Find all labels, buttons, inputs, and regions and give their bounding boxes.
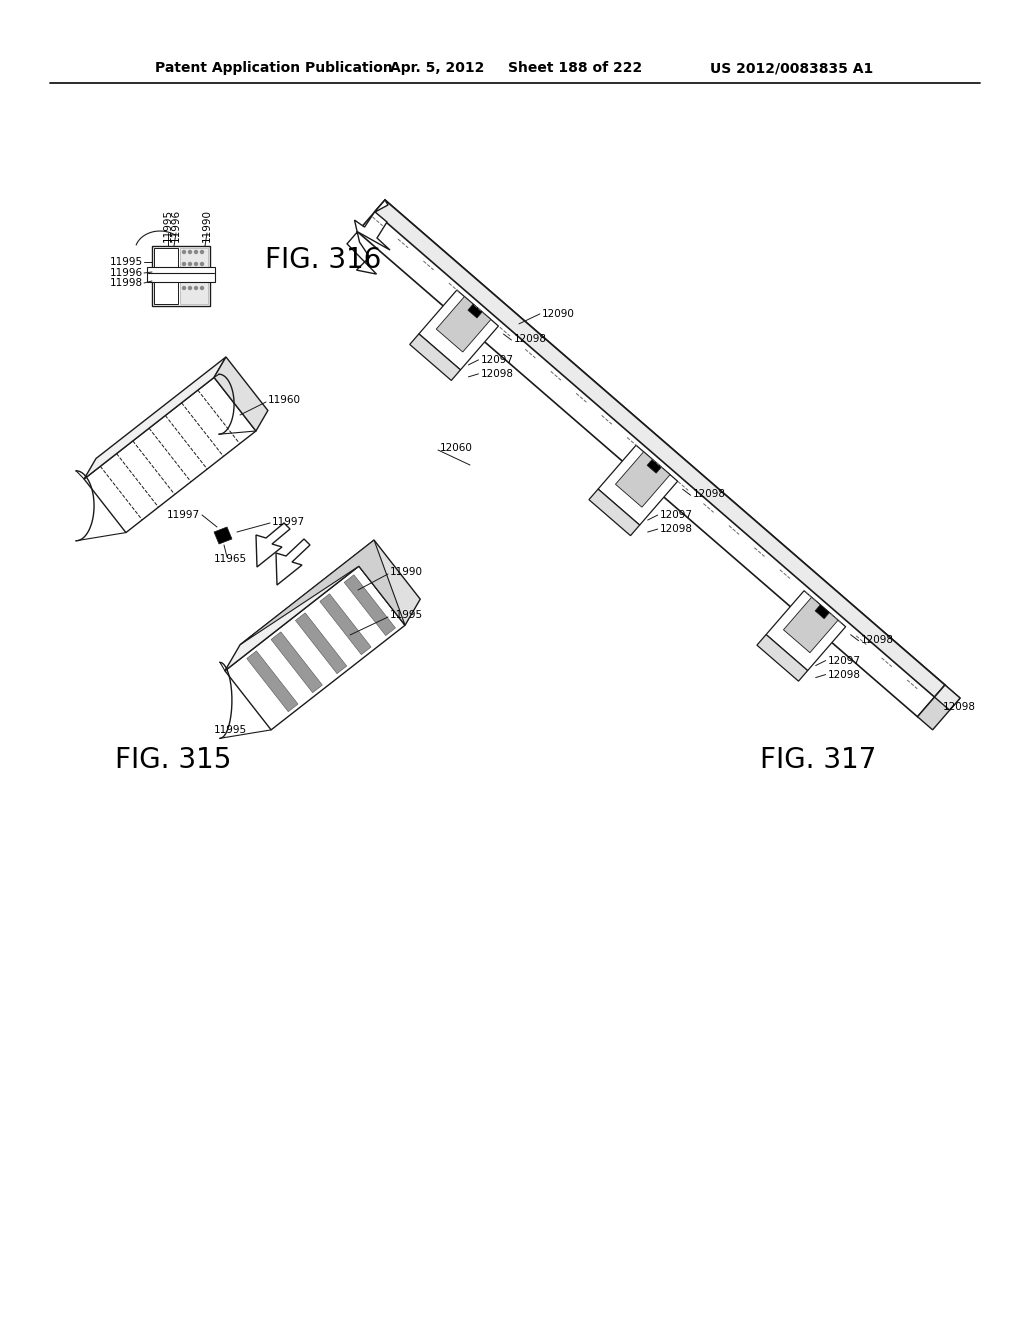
- Text: Apr. 5, 2012: Apr. 5, 2012: [390, 61, 484, 75]
- Circle shape: [201, 263, 204, 265]
- Circle shape: [182, 286, 185, 289]
- Polygon shape: [815, 605, 829, 619]
- Polygon shape: [757, 635, 808, 681]
- Polygon shape: [152, 246, 210, 306]
- Text: 12098: 12098: [659, 524, 692, 535]
- Text: 11996: 11996: [171, 209, 181, 242]
- Circle shape: [182, 275, 185, 277]
- Text: 12097: 12097: [480, 355, 513, 364]
- Text: 11990: 11990: [390, 568, 423, 577]
- Text: 11997: 11997: [272, 517, 305, 527]
- Polygon shape: [357, 201, 945, 717]
- Circle shape: [182, 251, 185, 253]
- Text: 11996: 11996: [110, 268, 143, 279]
- Text: 11995: 11995: [213, 725, 247, 735]
- Polygon shape: [214, 527, 232, 544]
- Polygon shape: [256, 523, 290, 568]
- Polygon shape: [358, 540, 420, 626]
- Text: 12098: 12098: [942, 702, 976, 711]
- Polygon shape: [783, 597, 838, 652]
- Polygon shape: [589, 490, 640, 536]
- Polygon shape: [375, 201, 945, 697]
- Text: 11995: 11995: [163, 209, 173, 242]
- Text: 12097: 12097: [659, 510, 692, 520]
- Polygon shape: [180, 248, 208, 304]
- Text: 11965: 11965: [213, 554, 247, 564]
- Polygon shape: [154, 248, 178, 304]
- Polygon shape: [296, 612, 347, 673]
- Text: 11990: 11990: [202, 210, 212, 243]
- Circle shape: [188, 275, 191, 277]
- Polygon shape: [225, 540, 374, 671]
- Circle shape: [195, 263, 198, 265]
- Circle shape: [188, 251, 191, 253]
- Text: 12098: 12098: [860, 635, 894, 644]
- Circle shape: [195, 275, 198, 277]
- Polygon shape: [319, 594, 371, 655]
- Polygon shape: [419, 290, 499, 370]
- Polygon shape: [766, 591, 846, 671]
- Circle shape: [195, 251, 198, 253]
- Polygon shape: [225, 566, 406, 730]
- Circle shape: [201, 286, 204, 289]
- Text: Sheet 188 of 222: Sheet 188 of 222: [508, 61, 642, 75]
- Polygon shape: [647, 459, 662, 473]
- Text: 11998: 11998: [110, 279, 143, 288]
- Text: 12098: 12098: [692, 490, 726, 499]
- Text: 12097: 12097: [827, 656, 860, 665]
- Text: 12060: 12060: [440, 444, 473, 453]
- Polygon shape: [935, 685, 961, 710]
- Polygon shape: [214, 356, 268, 432]
- Text: 11995: 11995: [110, 257, 143, 267]
- Polygon shape: [271, 632, 323, 693]
- Polygon shape: [410, 334, 461, 380]
- Polygon shape: [468, 304, 482, 318]
- Text: 11997: 11997: [167, 510, 200, 520]
- Text: 11995: 11995: [390, 610, 423, 620]
- Polygon shape: [615, 451, 670, 507]
- Polygon shape: [436, 297, 490, 352]
- Text: 12090: 12090: [542, 309, 574, 319]
- Text: 12098: 12098: [827, 669, 860, 680]
- Circle shape: [182, 263, 185, 265]
- Polygon shape: [598, 445, 678, 525]
- Circle shape: [188, 286, 191, 289]
- Text: 12098: 12098: [513, 334, 547, 345]
- Circle shape: [195, 286, 198, 289]
- Polygon shape: [147, 267, 215, 282]
- Text: Patent Application Publication: Patent Application Publication: [155, 61, 393, 75]
- Polygon shape: [918, 685, 961, 730]
- Text: 11960: 11960: [268, 395, 301, 405]
- Circle shape: [188, 263, 191, 265]
- Polygon shape: [240, 540, 406, 644]
- Text: 12098: 12098: [480, 368, 513, 379]
- Text: FIG. 316: FIG. 316: [265, 246, 381, 275]
- Polygon shape: [84, 378, 256, 532]
- Text: FIG. 315: FIG. 315: [115, 746, 231, 774]
- Circle shape: [201, 275, 204, 277]
- Circle shape: [201, 251, 204, 253]
- Polygon shape: [276, 539, 310, 585]
- Text: US 2012/0083835 A1: US 2012/0083835 A1: [710, 61, 873, 75]
- Polygon shape: [347, 201, 390, 275]
- Polygon shape: [247, 651, 298, 711]
- Polygon shape: [344, 574, 395, 636]
- Text: FIG. 317: FIG. 317: [760, 746, 877, 774]
- Polygon shape: [84, 356, 226, 479]
